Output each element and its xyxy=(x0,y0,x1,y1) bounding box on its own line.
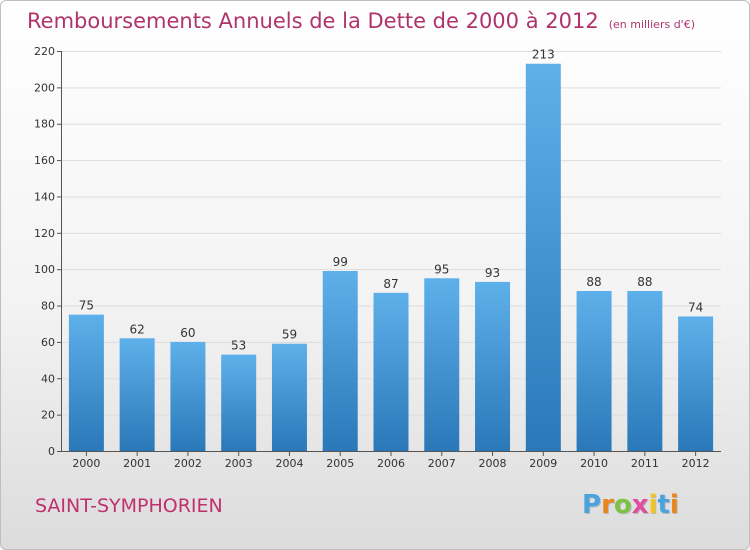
bar xyxy=(119,338,155,451)
y-tick-label: 60 xyxy=(41,336,55,349)
data-labels: 75 62 60 53 59 99 87 95 93 213 88 88 74 xyxy=(79,48,704,353)
bar xyxy=(68,314,104,451)
data-label: 99 xyxy=(333,255,348,269)
logo-letter: i xyxy=(669,490,679,520)
data-label: 53 xyxy=(231,339,246,353)
x-tick-label: 2002 xyxy=(174,457,202,470)
y-tick-label: 180 xyxy=(34,118,55,131)
axes: 0 20 40 60 80 100 120 140 160 180 200 220 2000 2001 20… xyxy=(34,45,721,470)
y-tick-label: 120 xyxy=(34,227,55,240)
x-tick-label: 2012 xyxy=(682,457,710,470)
data-label: 60 xyxy=(180,326,195,340)
bar xyxy=(678,316,714,451)
data-label: 59 xyxy=(282,328,297,342)
y-tick-label: 100 xyxy=(34,263,55,276)
x-tick-label: 2008 xyxy=(479,457,507,470)
x-tick-label: 2005 xyxy=(326,457,354,470)
data-label: 87 xyxy=(383,277,398,291)
x-tick-label: 2004 xyxy=(275,457,303,470)
x-tick-label: 2003 xyxy=(225,457,253,470)
data-label: 95 xyxy=(434,262,449,276)
bar xyxy=(221,354,257,451)
bar xyxy=(525,63,561,452)
data-label: 213 xyxy=(532,48,555,62)
logo-letter: x xyxy=(631,490,649,520)
y-tick-label: 140 xyxy=(34,190,55,203)
bar xyxy=(373,292,409,451)
x-tick-label: 2007 xyxy=(428,457,456,470)
y-tick-label: 40 xyxy=(41,372,55,385)
y-tick-label: 200 xyxy=(34,81,55,94)
x-tick-label: 2010 xyxy=(580,457,608,470)
bar xyxy=(627,291,663,451)
data-label: 62 xyxy=(130,322,145,336)
x-tick-label: 2006 xyxy=(377,457,405,470)
y-tick-label: 160 xyxy=(34,154,55,167)
bar xyxy=(424,278,460,451)
data-label: 88 xyxy=(586,275,601,289)
x-tick-label: 2009 xyxy=(529,457,557,470)
y-tick-label: 80 xyxy=(41,300,55,313)
logo-letter: o xyxy=(613,490,632,520)
data-label: 75 xyxy=(79,299,94,313)
data-label: 88 xyxy=(637,275,652,289)
x-tick-label: 2001 xyxy=(123,457,151,470)
logo-letter: t xyxy=(657,490,670,520)
bar xyxy=(475,281,511,451)
data-label: 93 xyxy=(485,266,500,280)
bar xyxy=(576,291,612,451)
logo-letter: r xyxy=(601,490,614,520)
chart-subtitle: (en milliers d'€) xyxy=(608,18,695,31)
bar xyxy=(271,343,307,451)
city-name: SAINT-SYMPHORIEN xyxy=(35,495,223,517)
x-tick-label: 2011 xyxy=(631,457,659,470)
y-tick-label: 220 xyxy=(34,45,55,58)
title-main: Remboursements Annuels de la Dette de 20… xyxy=(27,9,599,33)
y-tick-label: 0 xyxy=(48,445,55,458)
bar xyxy=(322,271,358,451)
proxiti-logo[interactable]: Proxiti xyxy=(582,490,679,520)
logo-letter: i xyxy=(648,490,658,520)
data-label: 74 xyxy=(688,300,703,314)
chart-title: Remboursements Annuels de la Dette de 20… xyxy=(27,9,695,33)
bars xyxy=(68,63,714,452)
x-tick-label: 2000 xyxy=(72,457,100,470)
bar xyxy=(170,341,206,451)
logo-letter: P xyxy=(582,490,602,520)
y-tick-label: 20 xyxy=(41,409,55,422)
